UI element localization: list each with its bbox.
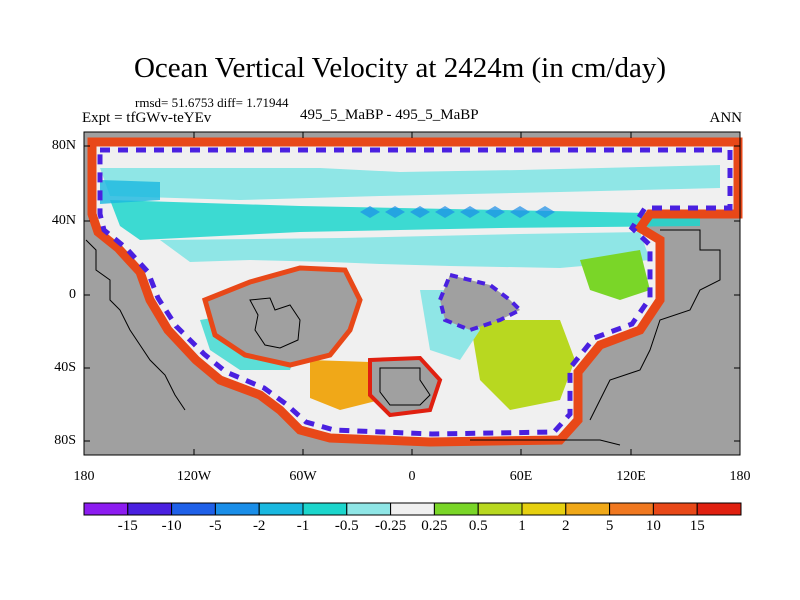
colorbar-swatch [609, 502, 654, 516]
lat-tick-label: 40S [54, 360, 76, 375]
colorbar-swatch [477, 502, 523, 516]
field-rim-outer [87, 137, 743, 447]
colorbar-label: 5 [605, 518, 614, 534]
field-rim-inner [97, 147, 733, 437]
colorbar-label: 0.25 [421, 518, 448, 534]
lon-tick-label: 60W [289, 469, 317, 484]
lon-tick-label: 120W [176, 469, 212, 484]
colorbar-label: 1 [518, 518, 526, 534]
season-label: ANN [709, 110, 743, 126]
colorbar-swatch [433, 502, 479, 516]
colorbar-label: 2 [562, 518, 570, 534]
field-lightblue-tropics [160, 232, 650, 268]
colorbar-swatch [214, 502, 260, 516]
stats-text: rmsd= 51.6753 diff= 1.71944 [135, 95, 289, 110]
colorbar [83, 502, 742, 516]
field-diamond-row [360, 206, 555, 218]
lon-tick-label: 0 [408, 469, 416, 484]
colorbar-label: -1 [296, 518, 310, 534]
field-cyan-band-north [100, 165, 720, 200]
lon-tick-label: 60E [509, 469, 533, 484]
colorbar-swatch [171, 502, 216, 516]
lon-tick-label: 180 [73, 469, 95, 484]
colorbar-label: -5 [209, 518, 222, 534]
continent-west [201, 265, 363, 368]
colorbar-swatch [83, 502, 129, 516]
experiment-label: Expt = tfGWv-teYEv [82, 110, 212, 126]
lat-tick-label: 40N [51, 213, 76, 228]
field-orange-south [310, 360, 380, 410]
colorbar-swatch [127, 502, 173, 516]
ocean-field [87, 137, 743, 447]
colorbar-label: 15 [689, 518, 705, 534]
lon-tick-label: 180 [729, 469, 751, 484]
colorbar-swatch [696, 502, 742, 516]
field-blue-west [100, 180, 160, 204]
colorbar-swatch [652, 502, 698, 516]
continent-east [437, 272, 524, 333]
colorbar-swatch [346, 502, 392, 516]
colorbar-swatch [565, 502, 611, 516]
colorbar-swatch [258, 502, 304, 516]
lat-tick-label: 80N [51, 138, 76, 153]
colorbar-swatch [521, 502, 567, 516]
plot-title: Ocean Vertical Velocity at 2424m (in cm/… [133, 52, 667, 84]
lon-tick-label: 120E [616, 469, 646, 484]
colorbar-label: -0.5 [334, 518, 359, 534]
colorbar-label: -15 [117, 518, 138, 534]
coastlines [85, 229, 721, 446]
colorbar-label: -2 [252, 518, 266, 534]
axis-ticks [84, 132, 740, 455]
lat-tick-label: 0 [69, 287, 76, 302]
field-green-east [580, 250, 650, 300]
colorbar-label: -10 [161, 518, 182, 534]
field-cyan-band-mid [110, 200, 700, 240]
colorbar-swatch [302, 502, 348, 516]
lat-tick-label: 80S [54, 433, 76, 448]
colorbar-label: -0.25 [374, 518, 407, 534]
colorbar-label: 0.5 [468, 518, 488, 534]
colorbar-swatch [390, 502, 435, 516]
case-label: 495_5_MaBP - 495_5_MaBP [300, 107, 479, 123]
colorbar-label: 10 [645, 518, 661, 534]
field-green-south [470, 320, 575, 410]
continent-south [368, 355, 443, 418]
